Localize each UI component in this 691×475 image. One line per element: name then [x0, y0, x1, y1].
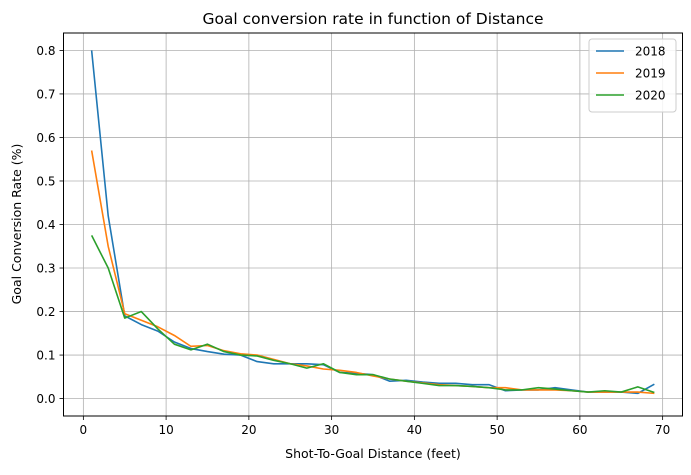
x-axis-label: Shot-To-Goal Distance (feet): [285, 446, 461, 461]
y-tick-label: 0.0: [36, 392, 55, 406]
y-axis-label: Goal Conversion Rate (%): [9, 144, 24, 305]
legend-label-2018: 2018: [635, 45, 666, 59]
y-tick-label: 0.8: [36, 44, 55, 58]
y-tick-label: 0.5: [36, 174, 55, 188]
x-tick-label: 10: [158, 423, 173, 437]
y-tick-label: 0.4: [36, 218, 55, 232]
x-axis-ticks: 0 10 20 30 40 50 60 70: [80, 416, 670, 437]
y-tick-label: 0.2: [36, 305, 55, 319]
legend: 2018 2019 2020: [588, 38, 677, 113]
series-line-2019: [90, 150, 655, 395]
x-tick-label: 0: [80, 423, 88, 437]
y-tick-label: 0.3: [36, 262, 55, 276]
y-tick-label: 0.1: [36, 349, 55, 363]
x-tick-label: 20: [241, 423, 256, 437]
series-line-2018: [90, 50, 655, 395]
x-tick-label: 60: [572, 423, 587, 437]
y-tick-label: 0.6: [36, 131, 55, 145]
x-tick-label: 30: [324, 423, 339, 437]
chart-title: Goal conversion rate in function of Dist…: [202, 10, 543, 28]
legend-box: [588, 38, 677, 113]
y-axis-ticks: 0.0 0.1 0.2 0.3 0.4 0.5 0.6 0.7 0.8: [36, 44, 64, 406]
x-tick-label: 70: [655, 423, 670, 437]
legend-label-2020: 2020: [635, 89, 666, 103]
legend-label-2019: 2019: [635, 67, 666, 81]
series-lines: [90, 50, 655, 395]
grid: [63, 33, 683, 416]
series-line-2020: [90, 235, 655, 394]
y-tick-label: 0.7: [36, 87, 55, 101]
x-tick-label: 50: [489, 423, 504, 437]
x-tick-label: 40: [407, 423, 422, 437]
